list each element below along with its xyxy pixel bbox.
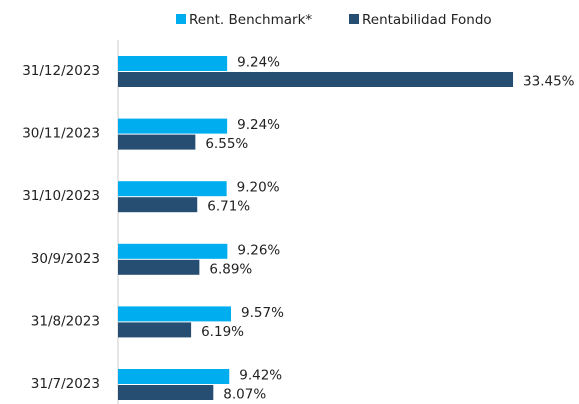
bar [118,243,228,259]
data-label: 6.71% [207,199,250,215]
y-tick-label: 30/11/2023 [22,126,100,142]
bar [118,134,196,150]
data-label: 8.07% [223,387,266,403]
data-label: 9.20% [237,180,280,196]
bar [118,56,228,71]
y-tick-label: 31/8/2023 [31,313,100,329]
data-label: 6.19% [201,324,244,340]
y-tick-label: 31/7/2023 [31,376,100,392]
legend-label: Rent. Benchmark* [189,12,312,28]
bar [118,181,227,197]
y-tick-label: 31/12/2023 [22,63,100,79]
data-label: 9.24% [237,117,280,133]
data-label: 9.57% [241,305,284,321]
legend-label: Rentabilidad Fondo [362,12,492,28]
data-label: 6.55% [205,136,248,152]
bar [118,72,514,87]
data-label: 33.45% [523,74,575,90]
data-label: 9.42% [239,368,282,384]
bar [118,369,230,384]
bar [118,259,200,275]
bar [118,385,214,400]
y-tick-label: 30/9/2023 [31,251,100,267]
bar [118,118,228,134]
y-tick-label: 31/10/2023 [22,188,100,204]
bar [118,306,232,322]
bar [118,322,192,338]
bar [118,197,198,213]
legend-swatch [176,14,186,24]
data-label: 9.24% [237,55,280,71]
legend-swatch [349,14,359,24]
data-label: 6.89% [209,261,252,277]
data-label: 9.26% [237,242,280,258]
